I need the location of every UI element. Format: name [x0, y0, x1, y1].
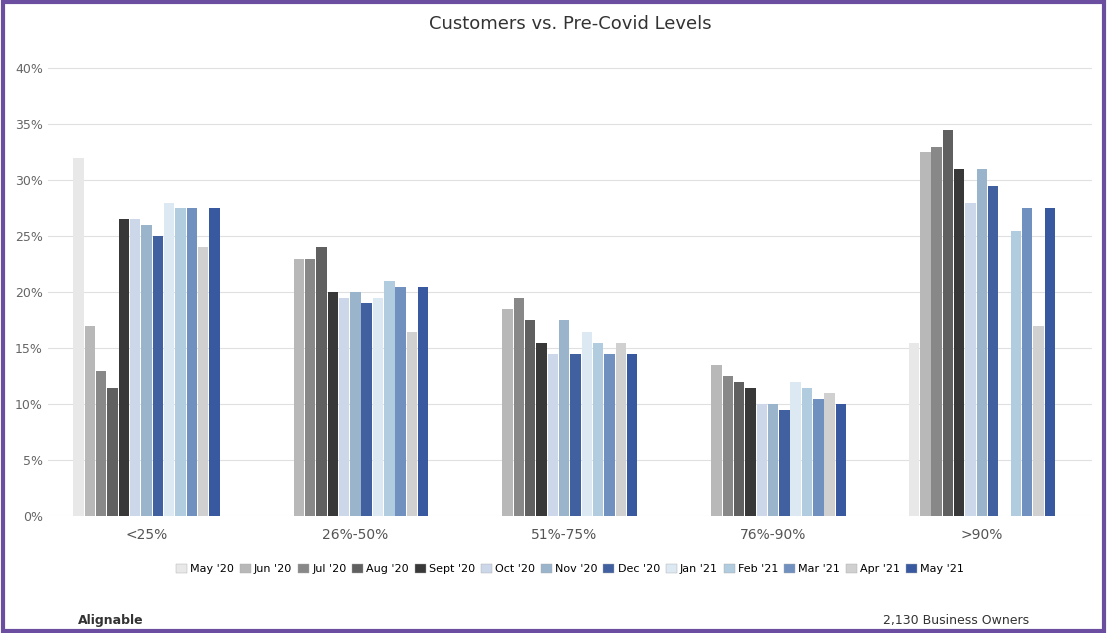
- Bar: [734, 382, 744, 517]
- Bar: [593, 342, 603, 517]
- Bar: [965, 203, 975, 517]
- Bar: [85, 326, 95, 517]
- Bar: [1045, 208, 1055, 517]
- Bar: [756, 404, 767, 517]
- Bar: [142, 225, 152, 517]
- Text: Alignable: Alignable: [77, 613, 143, 627]
- Bar: [317, 248, 327, 517]
- Bar: [909, 342, 919, 517]
- Bar: [779, 410, 789, 517]
- Bar: [164, 203, 174, 517]
- Bar: [548, 354, 558, 517]
- Bar: [976, 169, 987, 517]
- Bar: [1022, 208, 1033, 517]
- Bar: [989, 186, 999, 517]
- Bar: [559, 320, 569, 517]
- Bar: [723, 377, 733, 517]
- Bar: [395, 287, 406, 517]
- Bar: [920, 152, 931, 517]
- Bar: [209, 208, 219, 517]
- Bar: [373, 298, 383, 517]
- Bar: [790, 382, 800, 517]
- Bar: [96, 371, 106, 517]
- Bar: [384, 281, 394, 517]
- Bar: [604, 354, 614, 517]
- Bar: [1011, 230, 1021, 517]
- Bar: [615, 342, 625, 517]
- Bar: [304, 259, 315, 517]
- Title: Customers vs. Pre-Covid Levels: Customers vs. Pre-Covid Levels: [428, 15, 711, 33]
- Bar: [537, 342, 547, 517]
- Bar: [768, 404, 778, 517]
- Bar: [130, 220, 141, 517]
- Bar: [73, 158, 84, 517]
- Bar: [328, 292, 338, 517]
- Bar: [954, 169, 964, 517]
- Bar: [339, 298, 349, 517]
- Bar: [514, 298, 524, 517]
- Bar: [175, 208, 186, 517]
- Bar: [712, 365, 722, 517]
- Bar: [107, 387, 117, 517]
- Bar: [362, 303, 372, 517]
- Bar: [418, 287, 428, 517]
- Bar: [801, 387, 813, 517]
- Bar: [1033, 326, 1044, 517]
- Bar: [931, 147, 942, 517]
- Bar: [187, 208, 197, 517]
- Legend: May '20, Jun '20, Jul '20, Aug '20, Sept '20, Oct '20, Nov '20, Dec '20, Jan '21: May '20, Jun '20, Jul '20, Aug '20, Sept…: [172, 560, 969, 579]
- Bar: [570, 354, 581, 517]
- Bar: [745, 387, 756, 517]
- Bar: [118, 220, 130, 517]
- Bar: [836, 404, 846, 517]
- Bar: [198, 248, 208, 517]
- Text: 2,130 Business Owners: 2,130 Business Owners: [883, 613, 1030, 627]
- Bar: [503, 309, 513, 517]
- Bar: [814, 399, 824, 517]
- Bar: [525, 320, 536, 517]
- Bar: [406, 332, 417, 517]
- Bar: [581, 332, 592, 517]
- Bar: [627, 354, 638, 517]
- Bar: [943, 130, 953, 517]
- Bar: [153, 236, 163, 517]
- Bar: [825, 393, 835, 517]
- Bar: [293, 259, 304, 517]
- Bar: [350, 292, 361, 517]
